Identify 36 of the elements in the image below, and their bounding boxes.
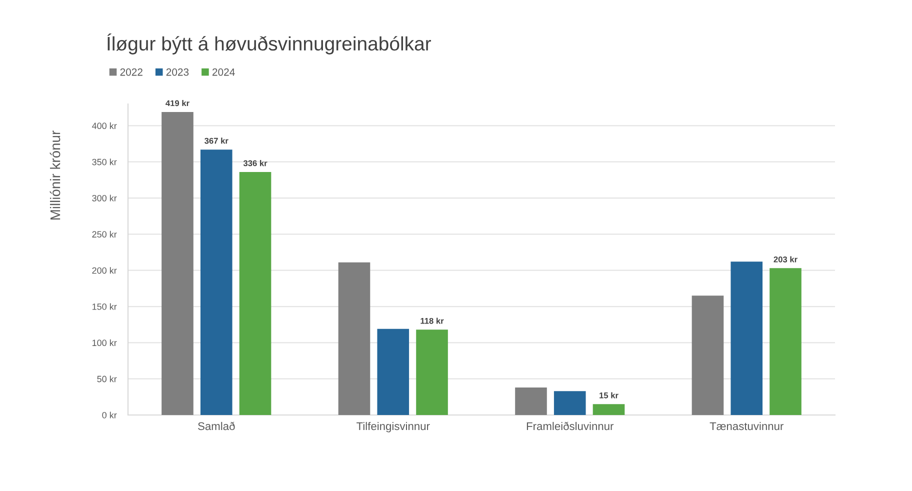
y-tick-label: 350 kr	[92, 158, 117, 166]
legend-label: 2023	[166, 68, 189, 76]
y-tick-label: 100 kr	[92, 339, 117, 346]
chart-title: Íløgur býtt á høvuðsvinnugreinabólkar	[107, 34, 431, 54]
bar	[515, 388, 547, 415]
bar	[592, 404, 625, 415]
y-tick-label: 250 kr	[92, 230, 117, 238]
bar	[338, 262, 370, 415]
data-label: 203 kr	[774, 256, 798, 262]
y-tick-label: 0 kr	[102, 412, 117, 418]
y-axis-title: Milliónir krónur	[50, 130, 60, 220]
y-tick-label: 300 kr	[92, 194, 117, 202]
bar	[554, 391, 586, 415]
data-label: 419 kr	[166, 100, 190, 106]
data-label: 118 kr	[420, 318, 444, 324]
bar	[416, 330, 448, 415]
bar	[770, 268, 802, 415]
x-tick-label: Tilfeingisvinnur	[356, 422, 430, 432]
data-label: 15 kr	[600, 392, 618, 398]
x-tick-label: Samlað	[198, 422, 235, 430]
x-tick-label: Framleiðsluvinnur	[526, 422, 614, 430]
bar	[200, 150, 232, 415]
bar	[162, 112, 194, 415]
legend-label: 2024	[212, 68, 235, 76]
bar	[377, 328, 410, 415]
y-tick-label: 50 kr	[97, 376, 117, 382]
x-tick-label: Tænastuvinnur	[710, 422, 784, 430]
data-label: 336 kr	[243, 160, 268, 166]
y-tick-label: 200 kr	[92, 267, 117, 274]
data-label: 367 kr	[204, 138, 228, 144]
y-tick-label: 150 kr	[92, 303, 117, 310]
bar	[730, 262, 763, 415]
legend-label: 2022	[120, 68, 142, 76]
y-tick-label: 400 kr	[92, 122, 117, 130]
bar	[239, 172, 272, 415]
bar	[692, 296, 724, 415]
